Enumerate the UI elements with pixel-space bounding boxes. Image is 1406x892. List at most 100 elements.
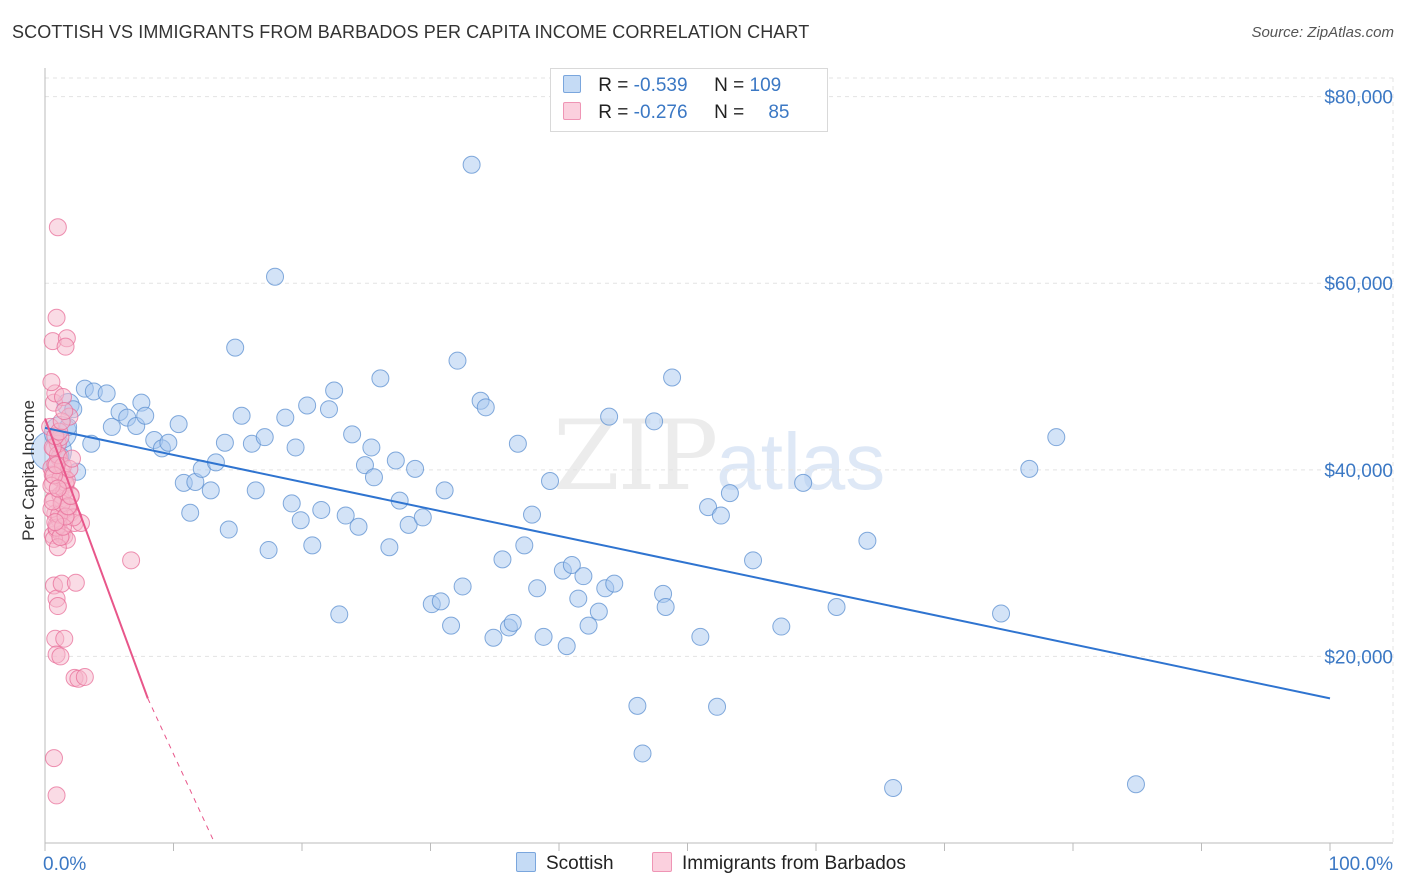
scottish-point bbox=[600, 407, 619, 426]
scottish-point bbox=[442, 616, 461, 635]
barbados-point bbox=[44, 749, 63, 768]
scottish-point bbox=[380, 538, 399, 557]
scottish-point bbox=[364, 468, 383, 487]
barbados-point bbox=[47, 308, 66, 327]
trend-lines bbox=[44, 418, 1331, 844]
legend-r-value: -0.276 bbox=[633, 102, 688, 123]
barbados-point bbox=[47, 786, 66, 805]
tick-labels: $20,000 $40,000 $60,000 $80,000 0.0% 100.0% bbox=[43, 88, 1393, 875]
y-tick-label: $20,000 bbox=[1324, 647, 1393, 668]
scottish-point bbox=[362, 438, 381, 457]
scottish-point bbox=[435, 481, 454, 500]
scottish-point bbox=[503, 613, 522, 632]
scottish-point bbox=[319, 400, 338, 419]
scottish-point bbox=[266, 267, 285, 286]
barbados-point bbox=[62, 449, 81, 468]
scottish-point bbox=[330, 605, 349, 624]
scottish-point bbox=[508, 434, 527, 453]
scottish-point bbox=[215, 433, 234, 452]
scottish-point bbox=[226, 338, 245, 357]
scottish-point bbox=[325, 381, 344, 400]
scottish-point bbox=[1020, 459, 1039, 478]
scottish-point bbox=[406, 459, 425, 478]
scottish-point bbox=[633, 744, 652, 763]
scottish-point bbox=[102, 417, 121, 436]
legend-swatch-scottish bbox=[516, 852, 536, 872]
scottish-point bbox=[303, 536, 322, 555]
scottish-point bbox=[413, 508, 432, 527]
legend-n-label: N = bbox=[714, 102, 745, 123]
scottish-point bbox=[534, 627, 553, 646]
scottish-point bbox=[579, 616, 598, 635]
scottish-point bbox=[219, 520, 238, 539]
watermark-zip: ZIP bbox=[553, 400, 718, 512]
gridlines bbox=[45, 77, 1394, 843]
scottish-point bbox=[708, 697, 727, 716]
scottish-point bbox=[528, 579, 547, 598]
scottish-point bbox=[291, 511, 310, 530]
scottish-point bbox=[720, 484, 739, 503]
barbados-point bbox=[75, 667, 94, 686]
scottish-point bbox=[691, 627, 710, 646]
legend-n-label: N = bbox=[714, 75, 745, 96]
scottish-point bbox=[246, 481, 265, 500]
legend-r-label: R = bbox=[598, 75, 629, 96]
scottish-point bbox=[493, 550, 512, 569]
legend-swatch-barbados bbox=[563, 102, 581, 120]
scottish-point bbox=[484, 628, 503, 647]
trend-line-barbados bbox=[44, 418, 149, 699]
scottish-point bbox=[656, 597, 675, 616]
scottish-point bbox=[1047, 428, 1066, 447]
scottish-point bbox=[282, 494, 301, 513]
scottish-point bbox=[1126, 775, 1145, 794]
scottish-point bbox=[562, 555, 581, 574]
scottish-point bbox=[628, 696, 647, 715]
scottish-point bbox=[181, 503, 200, 522]
scottish-point bbox=[371, 369, 390, 388]
scottish-point bbox=[884, 778, 903, 797]
scottish-point bbox=[794, 473, 813, 492]
axes bbox=[44, 68, 1393, 851]
scottish-point bbox=[298, 396, 317, 415]
scottish-point bbox=[336, 506, 355, 525]
scottish-point bbox=[431, 592, 450, 611]
scottish-point bbox=[699, 498, 718, 517]
scottish-point bbox=[645, 412, 664, 431]
barbados-point bbox=[122, 551, 141, 570]
legend-r-label: R = bbox=[598, 102, 629, 123]
barbados-point bbox=[55, 402, 74, 421]
legend-item-scottish: Scottish bbox=[516, 852, 614, 875]
legend-r-value: -0.539 bbox=[633, 75, 688, 96]
scottish-point bbox=[453, 577, 472, 596]
barbados-point bbox=[48, 479, 67, 498]
y-tick-label: $40,000 bbox=[1324, 461, 1393, 482]
scottish-point bbox=[711, 506, 730, 525]
scottish-point bbox=[343, 425, 362, 444]
scottish-point bbox=[541, 472, 560, 491]
legend-item-barbados: Immigrants from Barbados bbox=[652, 852, 906, 875]
scottish-point bbox=[201, 481, 220, 500]
scottish-point bbox=[259, 541, 278, 560]
scottish-point bbox=[827, 597, 846, 616]
scottish-point bbox=[589, 602, 608, 621]
barbados-point bbox=[55, 629, 74, 648]
correlation-legend: R = -0.539 N = 109 R = -0.276 N = 85 bbox=[550, 68, 828, 132]
scottish-point bbox=[136, 406, 155, 425]
scottish-point bbox=[574, 567, 593, 586]
trend-line-scottish bbox=[44, 426, 1331, 700]
scottish-point bbox=[605, 574, 624, 593]
scottish-point bbox=[523, 505, 542, 524]
watermark: ZIPatlas bbox=[553, 400, 885, 512]
legend-label-barbados: Immigrants from Barbados bbox=[682, 853, 906, 874]
series-legend: Scottish Immigrants from Barbados bbox=[0, 852, 1406, 876]
barbados-point bbox=[48, 218, 67, 237]
y-tick-label: $80,000 bbox=[1324, 88, 1393, 109]
y-axis-label: Per Capita Income bbox=[19, 400, 38, 541]
legend-row-barbados: R = -0.276 N = 85 bbox=[563, 102, 790, 126]
scottish-point bbox=[448, 351, 467, 370]
scottish-point bbox=[355, 456, 374, 475]
scottish-point bbox=[399, 515, 418, 534]
scottish-point bbox=[515, 536, 534, 555]
scottish-point bbox=[386, 451, 405, 470]
